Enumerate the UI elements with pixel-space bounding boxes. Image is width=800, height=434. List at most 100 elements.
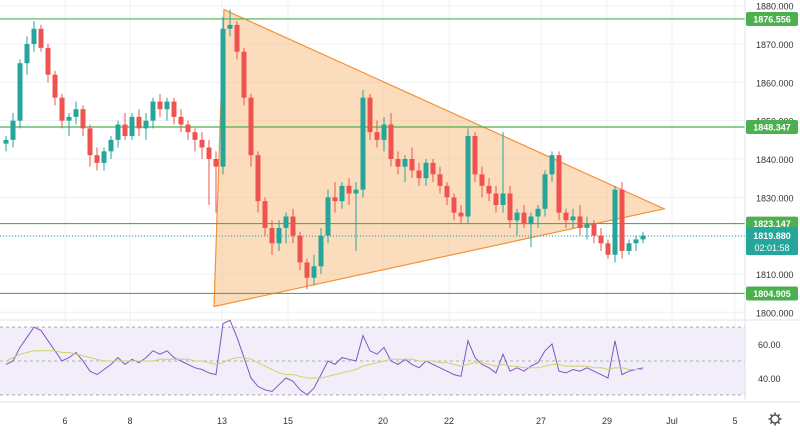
candle-body — [472, 136, 478, 175]
candle-body — [80, 109, 86, 129]
time-axis: 6 8 13 15 20 22 27 29 Jul 5 — [0, 401, 800, 426]
candle-body — [213, 159, 219, 167]
candle-body — [24, 44, 30, 64]
candle-body — [241, 51, 247, 98]
candle-body — [234, 24, 240, 52]
candle-body — [185, 124, 191, 133]
time-tick-label: 27 — [536, 416, 546, 426]
candle-body — [465, 136, 471, 217]
gear-icon[interactable] — [768, 412, 782, 426]
candle-body — [430, 162, 436, 175]
candle-body — [199, 139, 205, 148]
candle-body — [262, 201, 268, 228]
candle-body — [297, 235, 303, 263]
candle-body — [45, 47, 51, 75]
time-tick-label: Jul — [666, 416, 678, 426]
candle-body — [157, 101, 163, 110]
candle-body — [528, 216, 534, 225]
candle-body — [486, 185, 492, 194]
candle-body — [255, 155, 261, 202]
candle-body — [101, 151, 107, 163]
candle-body — [122, 124, 128, 137]
candle-body — [493, 193, 499, 205]
time-tick-label: 29 — [602, 416, 612, 426]
candle-body — [612, 189, 618, 255]
candle-body — [605, 243, 611, 255]
candle-body — [143, 120, 149, 129]
candle-body — [409, 159, 415, 171]
candle-body — [353, 189, 359, 194]
candle-body — [248, 97, 254, 156]
candles — [3, 9, 646, 290]
candle-body — [94, 155, 100, 163]
gear-tooth — [777, 413, 781, 417]
time-tick-label: 15 — [283, 416, 293, 426]
price-tick-label: 1860.000 — [756, 78, 794, 88]
candle-body — [150, 101, 156, 121]
level-price-label: 1823.147 — [753, 219, 791, 229]
current-price-label: 1819.880 — [753, 231, 791, 241]
candle-body — [423, 162, 429, 179]
candle-body — [66, 116, 72, 121]
price-tick-label: 1810.000 — [756, 270, 794, 280]
candle-body — [220, 28, 226, 167]
price-tick-label: 1830.000 — [756, 193, 794, 203]
candle-body — [563, 212, 569, 221]
candle-body — [304, 262, 310, 278]
candle-body — [115, 124, 121, 140]
candle-body — [591, 224, 597, 236]
candle-body — [640, 235, 646, 240]
candle-body — [339, 185, 345, 202]
rsi-tick-label: 40.00 — [758, 374, 781, 384]
price-tick-label: 1870.000 — [756, 40, 794, 50]
candle-body — [10, 120, 16, 140]
candle-body — [556, 155, 562, 213]
candle-body — [458, 212, 464, 217]
candle-body — [325, 197, 331, 236]
level-price-tag — [746, 286, 798, 301]
rsi-ma-line — [5, 350, 643, 379]
candle-body — [402, 159, 408, 167]
time-tick-label: 22 — [444, 416, 454, 426]
candle-body — [164, 101, 170, 110]
candle-body — [367, 97, 373, 133]
candle-body — [227, 24, 233, 29]
candle-body — [276, 227, 282, 244]
time-tick-label: 20 — [378, 416, 388, 426]
candle-body — [381, 124, 387, 140]
candle-body — [52, 74, 58, 98]
candle-body — [570, 216, 576, 221]
candle-body — [283, 216, 289, 228]
rsi-tick-label: 60.00 — [758, 340, 781, 350]
candle-body — [192, 132, 198, 140]
candle-body — [171, 101, 177, 117]
candle-body — [31, 28, 37, 45]
candle-body — [444, 185, 450, 198]
gear-tooth — [777, 421, 781, 425]
candle-body — [395, 159, 401, 167]
candle-body — [269, 227, 275, 244]
candle-body — [388, 124, 394, 159]
candle-body — [136, 116, 142, 129]
candle-body — [416, 170, 422, 179]
price-tick-label: 1800.000 — [756, 308, 794, 318]
time-tick-label: 8 — [127, 416, 132, 426]
level-price-label: 1876.556 — [753, 14, 791, 24]
level-price-tag — [746, 11, 798, 26]
candle-body — [542, 174, 548, 209]
gear-tooth — [769, 413, 773, 417]
countdown-label: 02:01:58 — [754, 243, 789, 253]
price-tick-label: 1880.000 — [756, 2, 794, 12]
time-tick-label: 13 — [217, 416, 227, 426]
candle-body — [311, 266, 317, 278]
level-price-tag — [746, 216, 798, 231]
price-axis: 1800.0001810.0001820.0001830.0001840.000… — [744, 0, 798, 400]
candle-body — [129, 116, 135, 137]
candle-body — [521, 212, 527, 225]
candle-body — [633, 239, 639, 244]
candle-body — [178, 116, 184, 125]
current-price-tag — [746, 227, 798, 256]
level-price-label: 1804.905 — [753, 289, 791, 299]
